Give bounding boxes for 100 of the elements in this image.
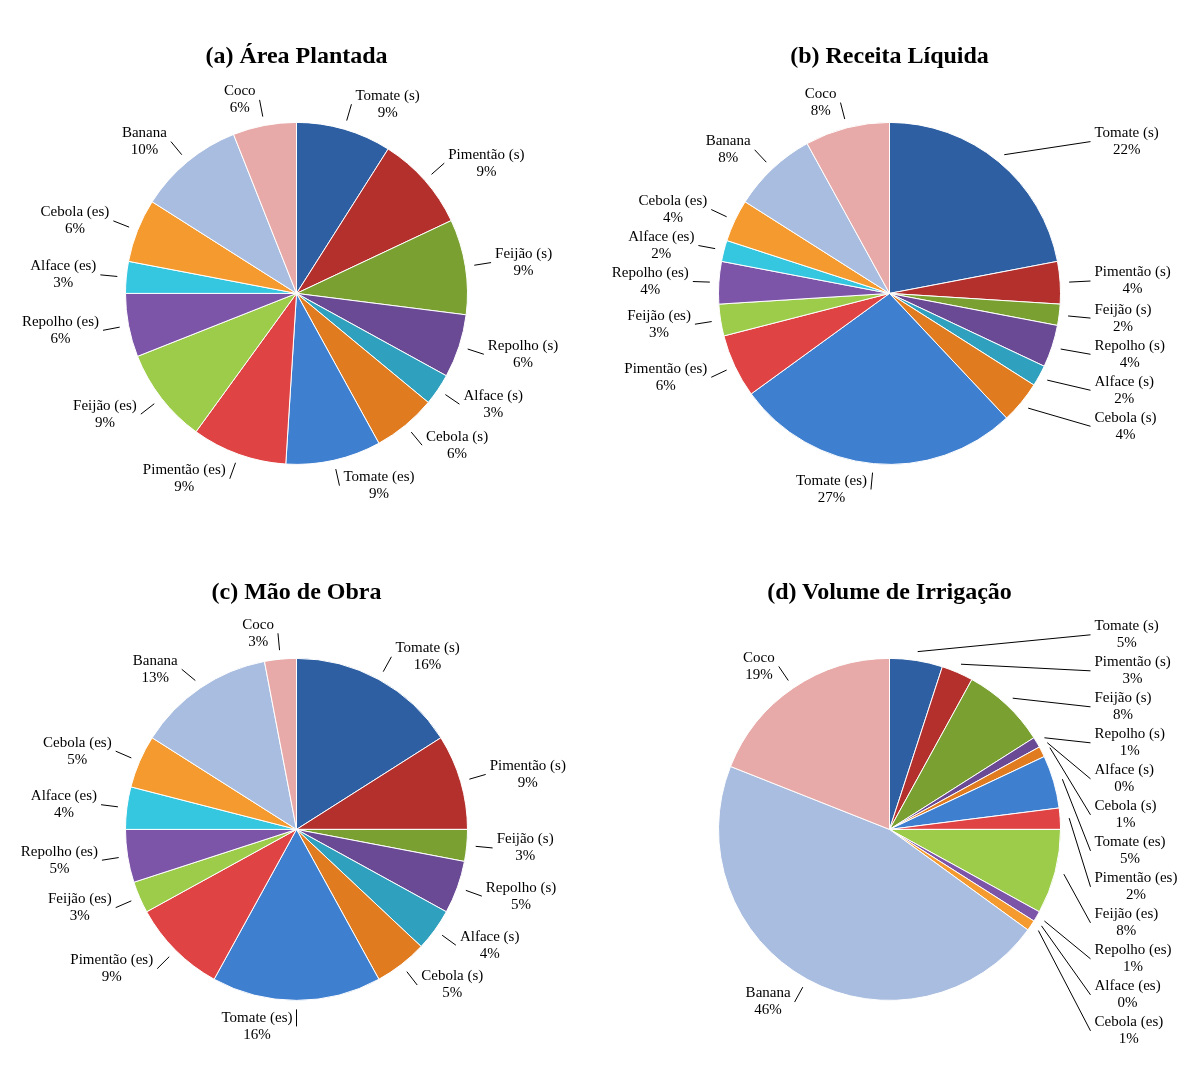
slice-label: Feijão (s) [495, 245, 553, 263]
data-label: 3% [248, 632, 269, 649]
slice-label: Repolho (s) [1094, 336, 1165, 354]
slice-label: Banana [705, 132, 751, 149]
slice-label: Tomate (s) [395, 639, 460, 657]
data-label: 10% [130, 141, 159, 158]
data-label: 5% [49, 859, 70, 876]
data-label: 6% [64, 220, 85, 237]
data-label: 2% [651, 244, 672, 261]
data-label: 9% [377, 103, 398, 120]
data-label: 5% [1116, 634, 1137, 651]
data-label: 8% [718, 149, 739, 166]
data-label: 9% [517, 773, 538, 790]
slice-label: Banana [745, 984, 791, 1001]
slice-label: Feijão (s) [1094, 300, 1152, 318]
category-label: Alface (es) [1094, 977, 1161, 994]
data-label: 2% [1114, 389, 1135, 406]
data-label: 6% [513, 353, 534, 370]
slice-label: Feijão (s) [1094, 689, 1152, 707]
data-label: 4% [1122, 280, 1143, 297]
data-label: 9% [174, 478, 195, 495]
slice-label: Tomate (es) [343, 468, 415, 486]
data-label: 8% [1116, 922, 1137, 939]
slice-label: Feijão (es) [73, 396, 137, 414]
data-label: 1% [1119, 742, 1140, 759]
slice-label: Alface (s) [459, 927, 520, 945]
slice-label: Tomate (es) [221, 1008, 293, 1026]
chart-title: (a) Área Plantada [205, 41, 388, 68]
slice-label: Tomate (es) [795, 471, 867, 489]
data-label: 5% [67, 750, 88, 767]
slice-label: Feijão (es) [47, 890, 112, 908]
data-label: 3% [649, 323, 670, 340]
slice-label: Cebola (es) [40, 203, 110, 221]
slice-label: Alface (s) [463, 386, 523, 404]
slice-label: Repolho (s) [485, 878, 557, 896]
slice-label: Feijão (es) [627, 306, 691, 324]
slice-label: Feijão (es) [1094, 905, 1159, 923]
slice-label: Coco [804, 85, 837, 102]
slice-label: Tomate (s) [1094, 124, 1159, 142]
chart-title: (b) Receita Líquida [790, 41, 989, 68]
data-label: 4% [1115, 425, 1136, 442]
slice-label: Pimentão (es) [70, 951, 154, 969]
chart-title: (d) Volume de Irrigação [767, 577, 1012, 604]
slice-label: Banana [132, 651, 179, 668]
data-label: 13% [141, 668, 170, 685]
data-label: 8% [1113, 706, 1134, 723]
slice-label: Pimentão (s) [1094, 263, 1171, 281]
data-label: 3% [515, 847, 536, 864]
slice-label: Repolho (s) [487, 336, 559, 354]
slice-label: Alface (es) [628, 227, 695, 245]
slice-label: Cebola (es) [1094, 1013, 1164, 1031]
data-label: 3% [483, 403, 504, 420]
slice-label: Alface (es) [30, 787, 98, 805]
data-label: 5% [511, 895, 532, 912]
data-label: 5% [442, 984, 463, 1001]
data-label: 19% [745, 665, 773, 682]
category-label: Alface (s) [1094, 761, 1155, 778]
data-label: 9% [476, 162, 497, 179]
data-label: 6% [50, 329, 71, 346]
data-label: 4% [53, 804, 74, 821]
slice-label: Pimentão (es) [624, 359, 708, 377]
slice-label: Alface (es) [30, 257, 97, 275]
data-label: 6% [229, 99, 250, 116]
chart-title: (c) Mão de Obra [211, 577, 382, 604]
slice-label: Pimentão (s) [489, 756, 566, 774]
slice-label: Repolho (es) [20, 842, 98, 860]
data-label: 4% [479, 944, 500, 961]
data-label: 2% [1113, 317, 1134, 334]
data-label: 6% [447, 444, 468, 461]
data-label: 27% [817, 488, 846, 505]
data-label: 46% [754, 1001, 782, 1018]
data-label: 16% [413, 656, 442, 673]
slice-label: Cebola (es) [42, 733, 112, 751]
slice-label: Cebola (es) [638, 191, 708, 209]
slice-label: Tomate (s) [355, 86, 420, 104]
slice-label: Banana [121, 124, 168, 141]
slice-label: Pimentão (es) [142, 461, 226, 479]
data-label: 9% [368, 485, 389, 502]
data-label: 1% [1123, 958, 1144, 975]
data-label: 9% [513, 262, 534, 279]
slice-label: Pimentão (s) [1094, 653, 1171, 671]
data-label: 9% [94, 413, 115, 430]
slice-label: Cebola (s) [421, 967, 484, 985]
data-label: 6% [655, 376, 676, 393]
data-label: 2% [1125, 886, 1146, 903]
data-label: 1% [1115, 814, 1136, 831]
data-label: 9% [101, 968, 122, 985]
slice-label: Tomate (es) [1094, 833, 1166, 851]
data-label: 16% [243, 1025, 271, 1042]
slice-label: Pimentão (es) [1094, 869, 1178, 887]
slice-label: Feijão (s) [496, 830, 554, 848]
data-label: 3% [1122, 670, 1143, 687]
slice-label: Repolho (es) [611, 263, 689, 281]
slice-label: Cebola (s) [1094, 797, 1157, 815]
data-label: 5% [1120, 850, 1140, 867]
data-label: 22% [1112, 141, 1141, 158]
slice-label: Repolho (es) [21, 312, 99, 330]
slice-label: Tomate (s) [1094, 617, 1159, 635]
slice-label: Coco [242, 615, 274, 632]
slice-label: Coco [743, 648, 775, 665]
